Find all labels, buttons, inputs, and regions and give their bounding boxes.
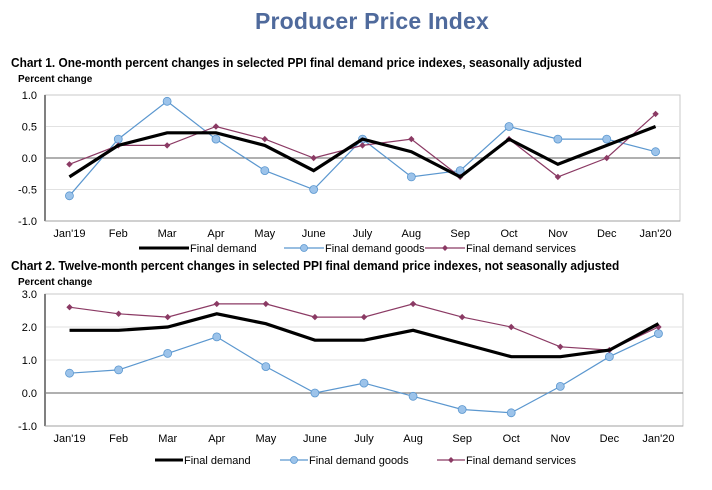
legend-marker-goods [300, 244, 308, 252]
x-tick-label: Aug [403, 433, 423, 445]
data-point-goods [654, 329, 663, 339]
chart-1-title: Chart 1. One-month percent changes in se… [11, 56, 582, 70]
data-point-services [310, 154, 317, 162]
data-point-goods [163, 348, 173, 358]
x-tick-label: Dec [597, 228, 617, 240]
data-point-goods [504, 122, 514, 131]
chart-2-title: Chart 2. Twelve-month percent changes in… [11, 259, 620, 273]
series-line-final-demand [69, 312, 660, 359]
x-tick-label: Oct [503, 433, 520, 445]
data-point-goods [65, 191, 74, 201]
data-point-services [311, 313, 319, 321]
x-tick-label: Mar [158, 433, 177, 445]
x-tick-label: Sep [452, 433, 472, 445]
y-tick-label: -1.0 [18, 216, 37, 228]
x-tick-label: Jan'20 [640, 228, 672, 240]
legend-marker-goods [290, 456, 298, 464]
data-point-services [603, 154, 610, 162]
x-tick-label: July [353, 228, 373, 240]
x-tick-label: Jan'19 [53, 228, 85, 240]
data-point-goods [65, 368, 74, 378]
x-tick-label: Jan'20 [642, 433, 674, 445]
data-point-goods [406, 172, 416, 182]
data-point-goods [604, 352, 614, 362]
data-point-goods [359, 378, 369, 388]
legend-marker-services [442, 245, 448, 251]
data-point-services [66, 161, 73, 168]
y-tick-label: 0.0 [22, 153, 37, 165]
legend-label: Final demand [184, 455, 251, 467]
data-point-services [212, 123, 220, 130]
chart-1-ylabel: Percent change [18, 73, 93, 85]
data-point-goods [408, 391, 418, 401]
data-point-goods [162, 96, 172, 106]
x-tick-label: Apr [208, 433, 225, 445]
page-title: Producer Price Index [254, 8, 490, 34]
x-tick-label: Aug [402, 228, 422, 240]
legend-label: Final demand goods [309, 455, 409, 467]
x-tick-label: Sep [450, 228, 470, 240]
x-tick-label: Apr [207, 228, 224, 240]
data-point-goods [457, 405, 467, 414]
data-point-services [508, 323, 515, 331]
legend-label: Final demand goods [325, 243, 425, 255]
data-point-services [66, 304, 73, 311]
x-tick-label: Jan'19 [53, 433, 85, 445]
data-point-services [408, 135, 415, 143]
data-point-goods [211, 134, 221, 144]
data-point-goods [309, 185, 319, 194]
y-tick-label: -0.5 [18, 185, 37, 197]
data-point-goods [506, 408, 516, 418]
chart-2-ylabel: Percent change [18, 276, 93, 288]
y-tick-label: 3.0 [22, 289, 37, 301]
y-tick-label: 0.0 [22, 388, 37, 400]
data-point-services [652, 110, 659, 118]
data-point-goods [602, 134, 612, 144]
data-point-services [213, 300, 220, 308]
y-tick-label: 0.5 [22, 122, 37, 134]
data-point-services [409, 300, 417, 308]
data-point-services [557, 343, 564, 350]
y-tick-label: 1.0 [22, 355, 37, 367]
legend-label: Final demand services [466, 455, 577, 467]
x-tick-label: Feb [109, 433, 128, 445]
legend-marker-services [448, 457, 454, 463]
y-tick-label: -1.0 [18, 421, 37, 433]
data-point-services [164, 313, 171, 321]
data-point-goods [310, 388, 320, 398]
data-point-services [261, 135, 269, 143]
data-point-goods [260, 166, 270, 176]
data-point-goods [212, 332, 222, 342]
data-point-services [262, 300, 270, 308]
data-point-goods [261, 362, 271, 372]
data-point-services [360, 313, 368, 321]
data-point-services [554, 173, 562, 181]
x-tick-label: Nov [551, 433, 571, 445]
x-tick-label: Oct [500, 228, 517, 240]
x-tick-label: Feb [109, 228, 128, 240]
series-line-final-demand [68, 125, 657, 179]
chart-1: 1.0 0.5 0.0 -0.5 -1.0 Jan'19 Feb Mar Apr May June J… [18, 90, 681, 255]
x-tick-label: June [303, 433, 327, 445]
x-tick-label: June [302, 228, 326, 240]
x-tick-label: July [354, 433, 374, 445]
data-point-goods [553, 134, 563, 144]
data-point-services [115, 310, 122, 317]
data-point-services [458, 313, 466, 321]
data-point-services [359, 142, 366, 149]
x-tick-label: Mar [158, 228, 177, 240]
x-tick-label: Nov [548, 228, 568, 240]
data-point-goods [114, 365, 124, 375]
data-point-services [163, 142, 171, 149]
legend-label: Final demand [190, 243, 257, 255]
y-tick-label: 2.0 [22, 322, 37, 334]
x-tick-label: May [255, 433, 276, 445]
x-tick-label: May [254, 228, 275, 240]
data-point-goods [651, 147, 660, 157]
y-tick-label: 1.0 [22, 90, 37, 102]
data-point-goods [555, 381, 565, 391]
legend-label: Final demand services [466, 243, 577, 255]
x-tick-label: Dec [600, 433, 620, 445]
